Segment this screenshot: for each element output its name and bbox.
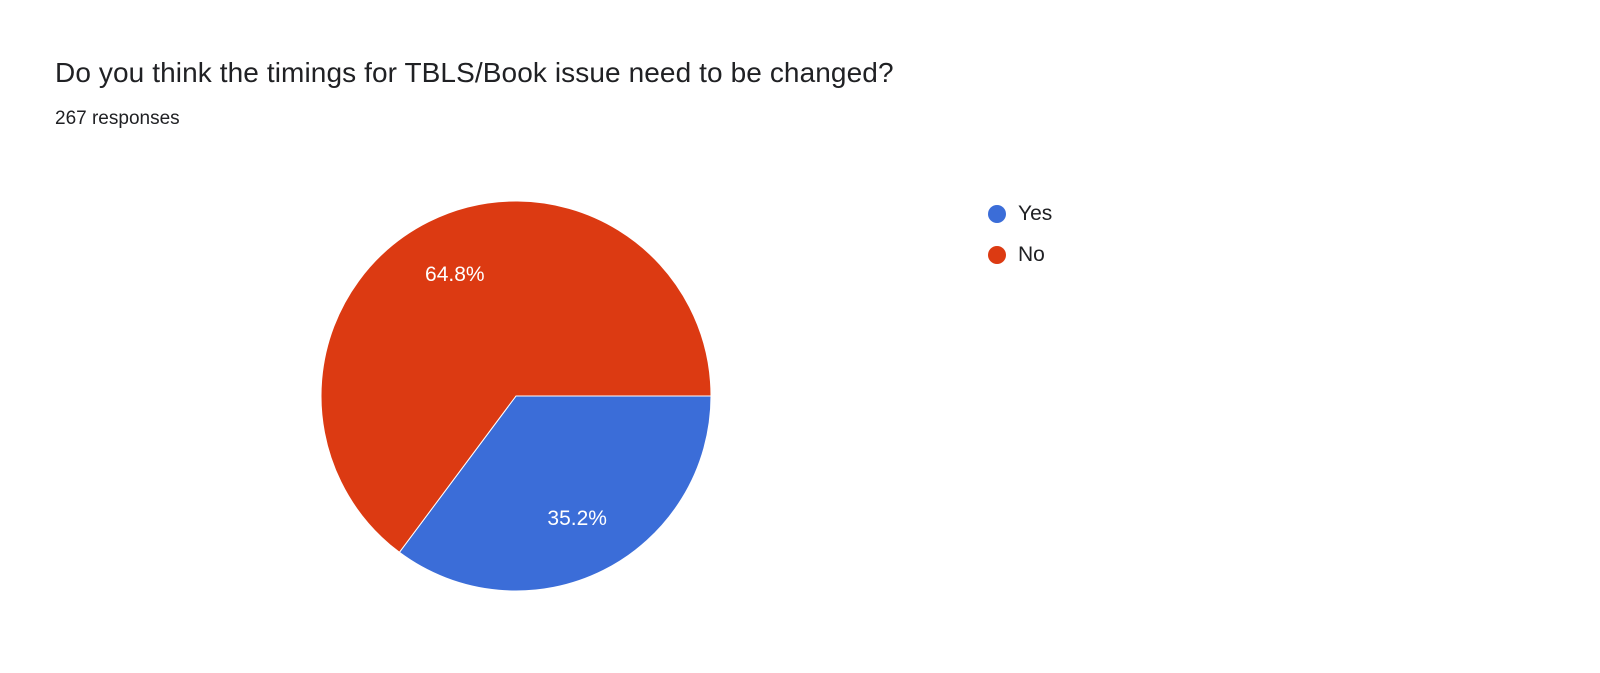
pie-slice-percent-label-no: 64.8% xyxy=(425,263,485,286)
legend-dot-yes-icon xyxy=(988,205,1006,223)
pie-slice-percent-label-yes: 35.2% xyxy=(547,507,607,530)
question-title: Do you think the timings for TBLS/Book i… xyxy=(55,57,894,88)
legend-label-no: No xyxy=(1018,243,1045,266)
legend-label-yes: Yes xyxy=(1018,202,1053,225)
pie-slice-yes[interactable] xyxy=(398,395,712,592)
legend-item-yes: Yes xyxy=(988,201,1052,227)
pie-slice-no[interactable] xyxy=(320,200,712,554)
pie-chart: 35.2% 64.8% xyxy=(320,200,712,592)
pie-chart-area: 35.2% 64.8% xyxy=(320,200,712,592)
legend-item-no: No xyxy=(988,242,1052,268)
responses-count: 267 responses xyxy=(55,108,180,129)
legend-dot-no-icon xyxy=(988,246,1006,264)
chart-legend: Yes No xyxy=(988,201,1052,268)
